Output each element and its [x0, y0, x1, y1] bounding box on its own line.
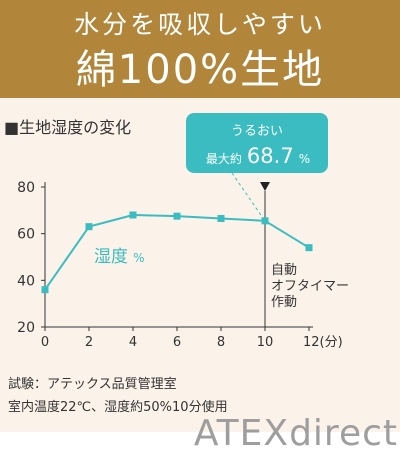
- x-tick-label: 0: [41, 335, 49, 350]
- y-ticks: 20 40 60 80: [17, 180, 45, 336]
- header-title: 綿100%生地: [75, 47, 325, 93]
- y-tick-label: 20: [17, 320, 35, 336]
- data-point: [41, 286, 49, 294]
- series-points: [41, 211, 313, 294]
- auto-off-label-line: 作動: [271, 295, 297, 310]
- x-tick-label: 4: [129, 335, 137, 350]
- y-tick-label: 80: [17, 180, 35, 196]
- y-tick-label: 60: [17, 227, 35, 243]
- auto-off-label-line: オフタイマー: [271, 279, 349, 294]
- callout-leader: [231, 172, 266, 222]
- data-point: [217, 215, 225, 222]
- footnote-test: 試験：アテックス品質管理室: [8, 377, 177, 392]
- series-label-unit: %: [133, 251, 144, 265]
- header-tagline: 水分を吸収しやすい: [74, 10, 326, 39]
- data-point: [173, 212, 181, 220]
- callout-line1: うるおい: [231, 124, 283, 139]
- x-tick-label: 2: [85, 335, 93, 350]
- auto-off-marker-triangle: [260, 182, 270, 191]
- x-tick-label: 8: [217, 335, 225, 350]
- series-line-humidity: [44, 213, 310, 291]
- x-tick-label: 10: [257, 335, 274, 350]
- x-ticks: 0 2 4 6 8 10 12(分): [41, 327, 343, 350]
- y-tick-label: 40: [17, 273, 35, 289]
- callout-value: 68.7: [247, 144, 294, 168]
- data-point: [85, 223, 93, 231]
- x-tick-label: 12(分): [303, 335, 343, 350]
- data-point: [305, 244, 313, 252]
- series-label: 湿度 %: [94, 247, 145, 267]
- watermark-logo: ATEXdirect: [193, 413, 398, 454]
- callout-value-line: 最大約 68.7 %: [206, 144, 310, 168]
- data-point: [261, 217, 269, 225]
- x-tick-label: 6: [173, 335, 181, 350]
- series-label-main: 湿度: [94, 247, 128, 267]
- auto-off-label-line: 自動: [271, 263, 297, 278]
- callout-prefix: 最大約: [206, 151, 242, 166]
- callout-bubble: うるおい 最大約 68.7 %: [186, 113, 328, 173]
- data-point: [129, 211, 137, 219]
- chart-title: ■生地湿度の変化: [4, 118, 132, 137]
- header-banner: 水分を吸収しやすい 綿100%生地: [0, 0, 400, 98]
- callout-unit: %: [299, 152, 310, 166]
- footnote-conditions: 室内温度22℃、湿度約50%10分使用: [8, 400, 228, 415]
